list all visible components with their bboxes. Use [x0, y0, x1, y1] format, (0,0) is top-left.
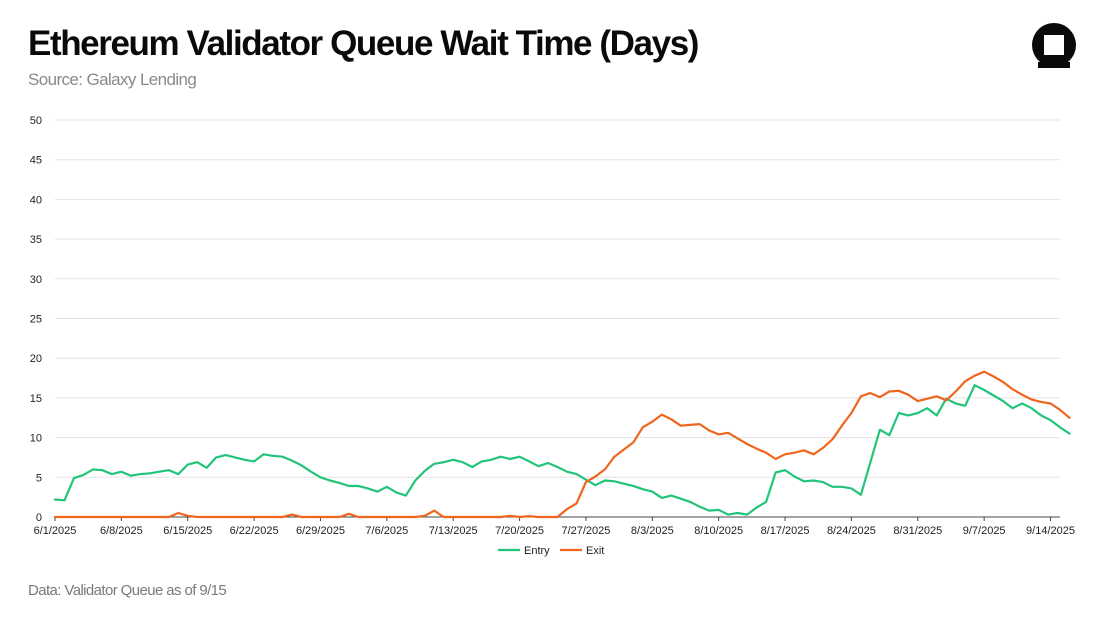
x-tick-label: 6/29/2025	[296, 525, 345, 537]
x-tick-label: 9/7/2025	[963, 525, 1006, 537]
y-tick-label: 15	[30, 393, 42, 405]
x-tick-label: 7/20/2025	[495, 525, 544, 537]
galaxy-logo-icon	[1030, 22, 1078, 75]
chart-source: Source: Galaxy Lending	[28, 70, 197, 89]
x-tick-label: 7/27/2025	[561, 525, 610, 537]
x-tick-label: 7/13/2025	[429, 525, 478, 537]
series-line-exit	[53, 370, 1071, 519]
y-tick-label: 5	[36, 472, 42, 484]
legend-label-entry: Entry	[524, 545, 550, 557]
x-tick-label: 6/15/2025	[163, 525, 212, 537]
x-tick-label: 6/8/2025	[100, 525, 143, 537]
chart-title: Ethereum Validator Queue Wait Time (Days…	[28, 24, 699, 63]
y-tick-label: 35	[30, 234, 42, 246]
x-tick-label: 9/14/2025	[1026, 525, 1075, 537]
series-line-entry	[53, 384, 1071, 516]
y-tick-label: 30	[30, 274, 42, 286]
y-tick-label: 10	[30, 433, 42, 445]
y-tick-label: 40	[30, 194, 42, 206]
y-tick-label: 45	[30, 155, 42, 167]
x-tick-label: 6/22/2025	[230, 525, 279, 537]
y-tick-label: 0	[36, 512, 42, 524]
x-tick-label: 8/10/2025	[694, 525, 743, 537]
x-tick-label: 8/31/2025	[893, 525, 942, 537]
x-tick-label: 8/24/2025	[827, 525, 876, 537]
legend-label-exit: Exit	[586, 545, 604, 557]
x-tick-label: 8/3/2025	[631, 525, 674, 537]
x-tick-label: 7/6/2025	[365, 525, 408, 537]
x-tick-label: 6/1/2025	[34, 525, 77, 537]
x-tick-label: 8/17/2025	[761, 525, 810, 537]
data-footnote: Data: Validator Queue as of 9/15	[28, 582, 227, 599]
y-tick-label: 20	[30, 353, 42, 365]
y-tick-label: 50	[30, 115, 42, 127]
y-tick-label: 25	[30, 314, 42, 326]
